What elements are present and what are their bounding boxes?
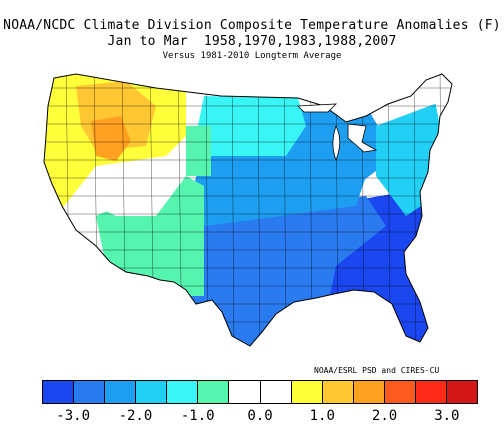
legend-swatch xyxy=(447,381,478,403)
data-credit: NOAA/ESRL PSD and CIRES-CU xyxy=(314,366,440,375)
legend-swatch xyxy=(105,381,137,403)
legend-swatch xyxy=(291,381,323,403)
legend-swatch xyxy=(353,381,385,403)
chart-title: NOAA/NCDC Climate Division Composite Tem… xyxy=(3,18,501,33)
legend-tick-label: 1.0 xyxy=(309,408,335,424)
legend-tick-label: -3.0 xyxy=(56,408,90,424)
legend-swatch xyxy=(136,381,168,403)
chart-baseline-note: Versus 1981-2010 Longterm Average xyxy=(162,51,342,61)
color-legend xyxy=(42,380,478,404)
legend-tick-label: -1.0 xyxy=(180,408,215,424)
legend-swatch xyxy=(167,381,199,403)
region-great-lakes xyxy=(286,106,396,186)
legend-swatch xyxy=(43,381,75,403)
legend-swatch xyxy=(415,381,448,403)
legend-swatch xyxy=(322,381,354,403)
legend-swatch xyxy=(229,381,261,403)
region-south-central xyxy=(186,196,386,346)
legend-swatch xyxy=(260,381,292,403)
legend-swatch xyxy=(198,381,230,403)
region-plains-cyan-strip xyxy=(186,126,211,176)
legend-tick-label: 2.0 xyxy=(371,408,398,424)
lake-superior xyxy=(297,103,338,113)
legend-tick-label: -2.0 xyxy=(118,408,153,424)
legend-swatch xyxy=(74,381,106,403)
lake-huron-erie xyxy=(347,123,378,153)
region-new-england xyxy=(416,74,452,136)
us-anomaly-map xyxy=(43,73,453,347)
region-snake-river xyxy=(91,116,131,161)
legend-swatch xyxy=(384,381,416,403)
lake-michigan xyxy=(332,124,341,162)
legend-tick-label: 0.0 xyxy=(247,408,273,424)
division-grid xyxy=(44,74,452,346)
legend-tick-label: 3.0 xyxy=(434,408,460,424)
chart-subtitle: Jan to Mar 1958,1970,1983,1988,2007 xyxy=(107,34,397,49)
region-northern-plains xyxy=(196,96,306,156)
